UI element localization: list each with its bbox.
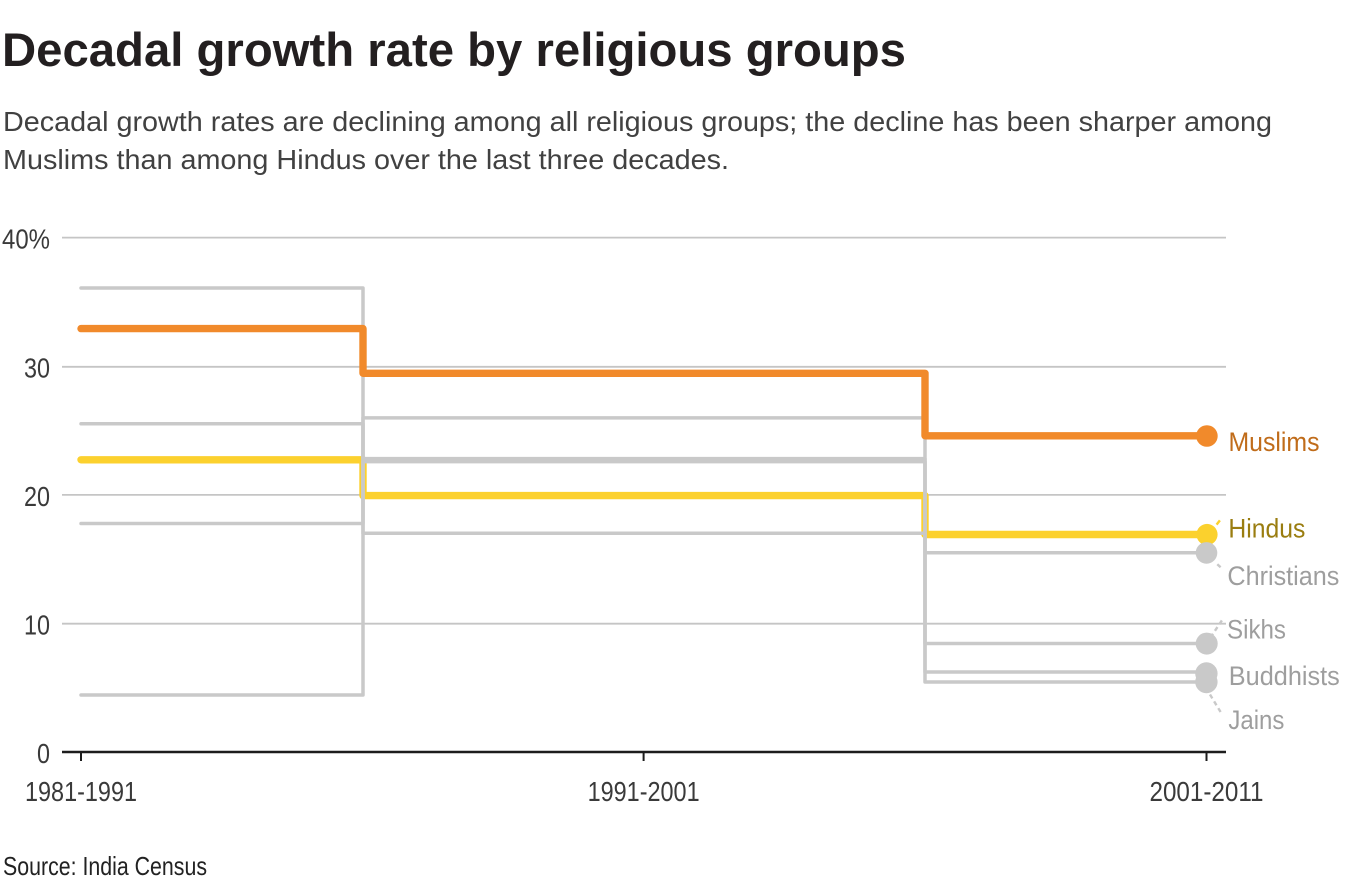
- svg-text:Jains: Jains: [1228, 705, 1284, 735]
- svg-text:Christians: Christians: [1227, 561, 1339, 591]
- svg-text:Decadal growth rates are decli: Decadal growth rates are declining among…: [3, 106, 1272, 137]
- svg-text:20: 20: [24, 481, 50, 512]
- svg-text:Sikhs: Sikhs: [1227, 615, 1286, 645]
- svg-text:1991-2001: 1991-2001: [588, 776, 700, 807]
- svg-text:Buddhists: Buddhists: [1229, 661, 1340, 691]
- svg-text:2001-2011: 2001-2011: [1150, 776, 1264, 807]
- svg-text:Source: India Census: Source: India Census: [3, 851, 207, 881]
- svg-text:10: 10: [24, 610, 50, 641]
- svg-text:Muslims than among Hindus over: Muslims than among Hindus over the last …: [3, 144, 729, 175]
- svg-text:40%: 40%: [2, 224, 50, 255]
- svg-text:0: 0: [37, 738, 50, 769]
- svg-text:1981-1991: 1981-1991: [25, 776, 137, 807]
- svg-text:Muslims: Muslims: [1229, 427, 1320, 457]
- svg-text:30: 30: [24, 353, 50, 384]
- svg-text:Hindus: Hindus: [1228, 514, 1305, 544]
- svg-text:Decadal growth rate by religio: Decadal growth rate by religious groups: [2, 23, 906, 76]
